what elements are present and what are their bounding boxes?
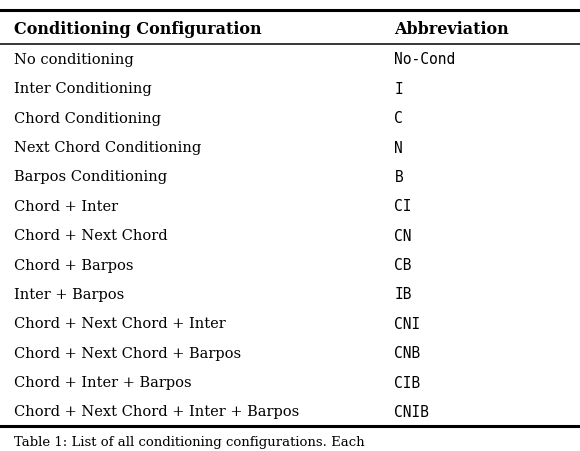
Text: CIB: CIB xyxy=(394,375,420,390)
Text: Chord + Barpos: Chord + Barpos xyxy=(14,258,134,272)
Text: N: N xyxy=(394,140,403,155)
Text: CNB: CNB xyxy=(394,345,420,360)
Text: Abbreviation: Abbreviation xyxy=(394,21,509,38)
Text: No-Cond: No-Cond xyxy=(394,52,456,67)
Text: IB: IB xyxy=(394,287,412,302)
Text: Inter Conditioning: Inter Conditioning xyxy=(14,82,152,96)
Text: CNIB: CNIB xyxy=(394,404,429,419)
Text: Inter + Barpos: Inter + Barpos xyxy=(14,287,125,301)
Text: Chord + Next Chord + Barpos: Chord + Next Chord + Barpos xyxy=(14,346,242,360)
Text: CN: CN xyxy=(394,228,412,243)
Text: I: I xyxy=(394,82,403,97)
Text: Chord + Inter: Chord + Inter xyxy=(14,199,119,213)
Text: No conditioning: No conditioning xyxy=(14,53,134,67)
Text: CNI: CNI xyxy=(394,316,420,331)
Text: Chord Conditioning: Chord Conditioning xyxy=(14,111,161,125)
Text: B: B xyxy=(394,170,403,184)
Text: C: C xyxy=(394,111,403,126)
Text: CI: CI xyxy=(394,199,412,214)
Text: Chord + Next Chord + Inter + Barpos: Chord + Next Chord + Inter + Barpos xyxy=(14,405,300,419)
Text: Next Chord Conditioning: Next Chord Conditioning xyxy=(14,141,202,155)
Text: Conditioning Configuration: Conditioning Configuration xyxy=(14,21,262,38)
Text: Chord + Next Chord: Chord + Next Chord xyxy=(14,229,168,243)
Text: CB: CB xyxy=(394,258,412,272)
Text: Chord + Next Chord + Inter: Chord + Next Chord + Inter xyxy=(14,317,226,331)
Text: Table 1: List of all conditioning configurations. Each: Table 1: List of all conditioning config… xyxy=(14,435,365,447)
Text: Barpos Conditioning: Barpos Conditioning xyxy=(14,170,168,184)
Text: Chord + Inter + Barpos: Chord + Inter + Barpos xyxy=(14,375,192,389)
